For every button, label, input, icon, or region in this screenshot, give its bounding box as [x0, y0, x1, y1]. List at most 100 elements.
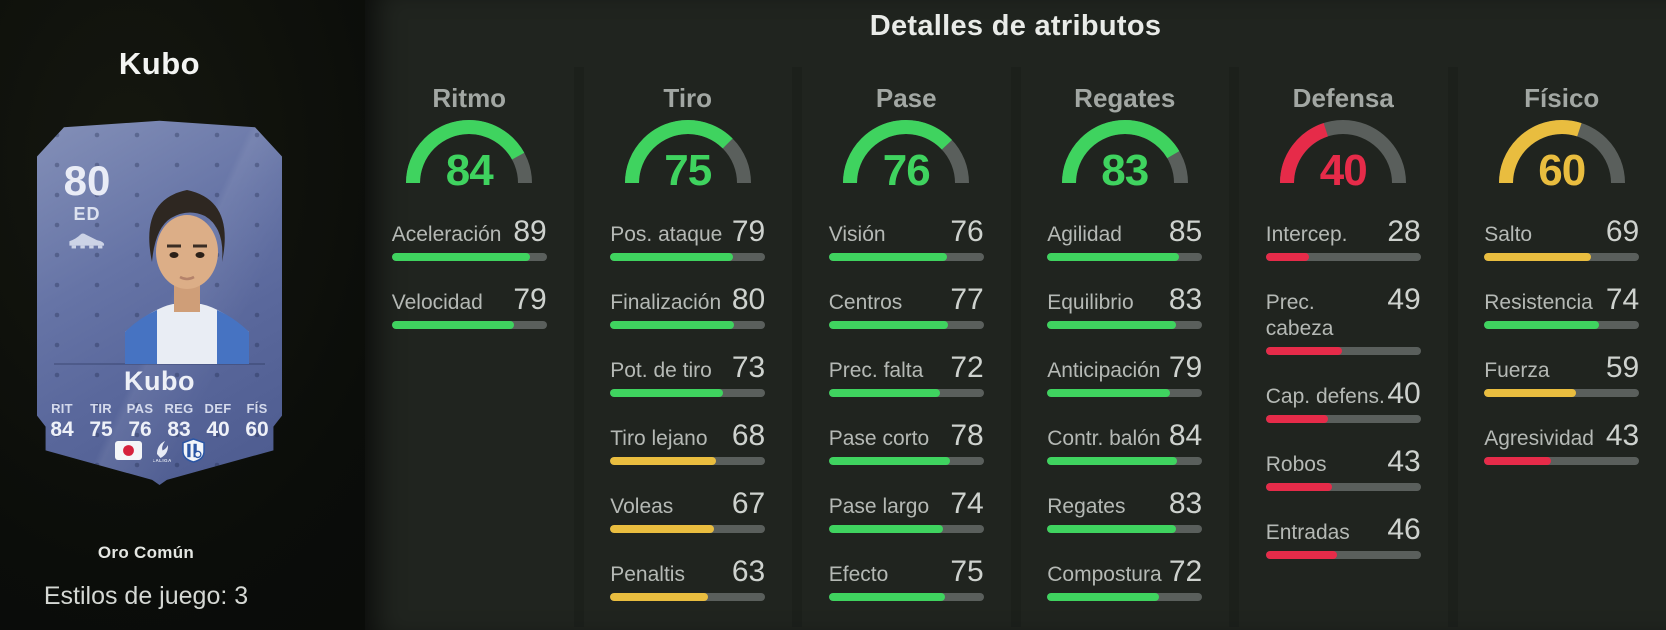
attribute-stat-bar	[1265, 415, 1421, 423]
attribute-stat-label: Velocidad	[391, 291, 483, 314]
attribute-stat-label: Prec. cabeza	[1265, 291, 1334, 340]
gauge-arc	[1498, 120, 1625, 184]
attribute-group-value: 40	[1319, 146, 1368, 195]
attribute-group-value: 75	[664, 146, 712, 195]
attribute-stat-value: 79	[1168, 351, 1203, 384]
attribute-stat: Finalización 80	[610, 283, 766, 329]
attribute-stat: Pase largo 74	[828, 487, 984, 533]
attribute-stat: Salto 69	[1484, 215, 1640, 261]
attribute-stat-label: Penaltis	[610, 563, 685, 586]
attribute-stats-list: Pos. ataque 79 Finalización 80 Pot. de t…	[610, 215, 766, 627]
player-name-title: Kubo	[118, 46, 201, 81]
attribute-stat-value: 69	[1605, 215, 1640, 248]
player-portrait	[125, 190, 249, 364]
attribute-stat-value: 83	[1168, 283, 1203, 316]
attribute-stat-value: 80	[731, 283, 766, 316]
card-stat-label: FÍS	[246, 401, 268, 416]
attribute-stat-label: Pase largo	[828, 495, 930, 518]
gauge-arc	[1280, 120, 1407, 184]
attribute-stat-label: Intercep.	[1265, 223, 1348, 246]
card-stat-value: 60	[245, 418, 269, 441]
attribute-stat-bar-fill	[610, 593, 708, 601]
card-stat-label: REG	[164, 401, 194, 416]
card-stat-value: 75	[89, 418, 113, 441]
attribute-stats-list: Agilidad 85 Equilibrio 83 Anticipación 7…	[1047, 217, 1203, 627]
attribute-stat-value: 74	[950, 487, 984, 520]
attribute-group-title: Físico	[1524, 83, 1600, 113]
attribute-group-gauge: 75	[624, 119, 752, 195]
attribute-stat-bar	[1484, 321, 1640, 329]
attribute-group-value: 83	[1101, 146, 1149, 195]
attribute-stat-label: Resistencia	[1484, 291, 1593, 314]
attribute-stat: Compostura 72	[1047, 557, 1203, 601]
attribute-group-column: Defensa 40 Intercep. 28 Prec. cabeza 49 …	[1229, 67, 1448, 627]
attribute-stat-value: 84	[1168, 419, 1203, 452]
attribute-stats-list: Aceleración 89 Velocidad 79	[391, 217, 547, 355]
attribute-stat-value: 67	[731, 487, 766, 520]
attribute-group-column: Ritmo 84 Aceleración 89 Velocidad 79	[365, 67, 574, 627]
attribute-stat-bar	[828, 457, 984, 465]
attribute-stat: Visión 76	[828, 215, 984, 261]
gauge-arc	[1061, 120, 1188, 184]
attribute-stat-label: Regates	[1047, 495, 1126, 518]
attribute-stat-bar-fill	[828, 457, 950, 465]
attribute-stat-label: Voleas	[610, 495, 674, 518]
attribute-stat-bar-fill	[1265, 347, 1342, 355]
attribute-stat-value: 78	[950, 419, 984, 452]
attribute-stat-value: 76	[950, 215, 984, 248]
attribute-stat-bar-fill	[391, 321, 515, 329]
attribute-stat: Intercep. 28	[1265, 215, 1421, 261]
attribute-details-panel: Detalles de atributos Ritmo 84 Aceleraci…	[365, 0, 1666, 630]
attribute-stat-bar	[391, 321, 547, 329]
card-stat: RIT 84	[47, 401, 78, 442]
attribute-stat-bar	[1047, 593, 1203, 601]
attribute-stat-value: 43	[1605, 419, 1640, 452]
attribute-stat-label: Tiro lejano	[610, 427, 708, 450]
attribute-stat-value: 59	[1605, 351, 1640, 384]
attribute-group-title: Tiro	[663, 83, 713, 113]
attribute-stat: Aceleración 89	[391, 217, 547, 261]
japan-flag-icon	[114, 441, 142, 460]
attribute-stat-bar-fill	[391, 253, 530, 261]
rarity-label: Oro Común	[97, 543, 195, 562]
card-stat-label: TIR	[90, 401, 112, 416]
attribute-stat-value: 46	[1387, 513, 1421, 546]
attribute-group-title: Pase	[875, 83, 937, 113]
attribute-group-column: Físico 60 Salto 69 Resistencia 74 Fuerza	[1447, 67, 1666, 627]
attribute-group-title: Defensa	[1292, 83, 1394, 113]
attribute-stat: Velocidad 79	[391, 285, 547, 329]
attribute-stat-bar	[1265, 551, 1421, 559]
attribute-stat-bar	[1047, 525, 1203, 533]
attribute-group-gauge: 83	[1061, 119, 1189, 195]
attribute-stat: Prec. falta 72	[828, 353, 984, 397]
attribute-stat-bar-fill	[1265, 551, 1338, 559]
attribute-stat: Resistencia 74	[1484, 285, 1640, 329]
attribute-stats-list: Visión 76 Centros 77 Prec. falta 72 Pase…	[828, 215, 984, 627]
attribute-group-gauge: 84	[405, 119, 533, 195]
attribute-stat-label: Efecto	[828, 563, 889, 586]
attribute-stat-bar-fill	[1484, 457, 1551, 465]
attribute-stat: Agilidad 85	[1047, 217, 1203, 261]
attribute-stat-value: 79	[731, 215, 766, 248]
card-stat-label: RIT	[51, 401, 73, 416]
card-position: ED	[73, 204, 101, 224]
attribute-stats-list: Intercep. 28 Prec. cabeza 49 Cap. defens…	[1265, 215, 1421, 585]
card-stat: PAS 76	[125, 401, 156, 442]
attribute-group-value: 84	[445, 146, 494, 195]
attribute-stat-label: Robos	[1265, 453, 1327, 476]
attribute-stat-bar	[828, 321, 984, 329]
laliga-logo-icon: LALIGA	[153, 440, 171, 463]
attribute-stat: Contr. balón 84	[1047, 419, 1203, 465]
attribute-stat-bar-fill	[828, 593, 945, 601]
attribute-stat-bar-fill	[1484, 389, 1576, 397]
attribute-columns: Ritmo 84 Aceleración 89 Velocidad 79 Tir…	[365, 67, 1666, 627]
attribute-stat: Voleas 67	[610, 487, 766, 533]
attribute-stat-label: Compostura	[1047, 563, 1162, 586]
playstyles-label: Estilos de juego: 3	[43, 582, 249, 610]
attribute-stat-value: 28	[1387, 215, 1421, 248]
attribute-stat-value: 43	[1387, 445, 1421, 478]
attribute-stat-bar	[828, 525, 984, 533]
attribute-stat: Entradas 46	[1265, 513, 1421, 559]
attribute-stat: Regates 83	[1047, 489, 1203, 533]
